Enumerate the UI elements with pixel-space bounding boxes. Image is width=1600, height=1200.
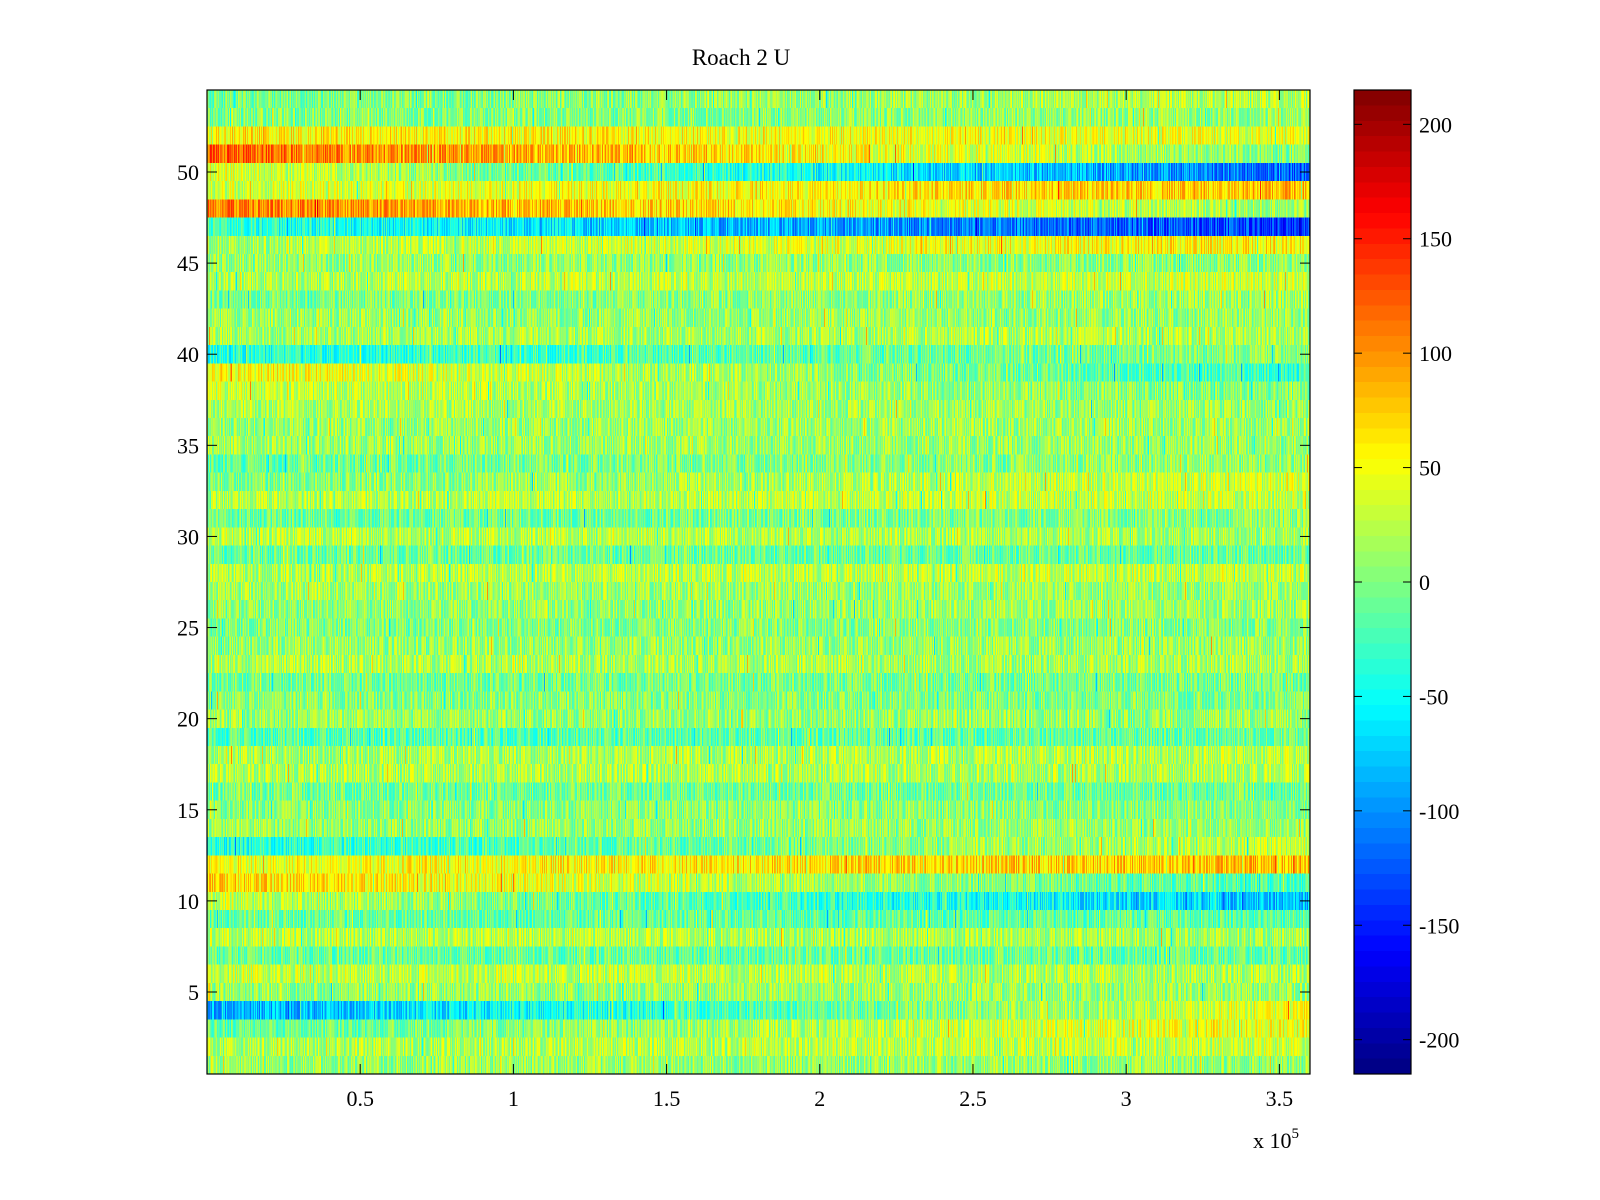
- y-tick-label: 15: [177, 798, 199, 823]
- x-tick-label: 2: [814, 1086, 825, 1111]
- y-tick-label: 50: [177, 160, 199, 185]
- x-axis-multiplier: x 105: [1253, 1126, 1299, 1153]
- x-tick-label: 3.5: [1266, 1086, 1294, 1111]
- y-axis: 5 10 15 20 25 30 35 40 45 50: [177, 160, 1310, 1005]
- x-tick-label: 1: [508, 1086, 519, 1111]
- y-tick-label: 35: [177, 433, 199, 458]
- y-tick-label: 5: [188, 980, 199, 1005]
- x-tick-label: 0.5: [346, 1086, 374, 1111]
- colorbar: -200 -150 -100 -50 0 50 100 150 200: [1353, 89, 1459, 1075]
- colorbar-tick-label: -150: [1419, 913, 1459, 938]
- colorbar-tick-label: -100: [1419, 799, 1459, 824]
- colorbar-tick-label: 200: [1419, 112, 1452, 137]
- colorbar-tick-label: 50: [1419, 456, 1441, 481]
- colorbar-tick-label: -200: [1419, 1028, 1459, 1053]
- x-tick-label: 3: [1121, 1086, 1132, 1111]
- y-tick-label: 45: [177, 251, 199, 276]
- colorbar-tick-label: 100: [1419, 341, 1452, 366]
- x-axis: 0.5 1 1.5 2 2.5 3 3.5: [346, 90, 1293, 1111]
- heatmap-plot-area: 0.5 1 1.5 2 2.5 3 3.5 5 10 15 20 25 30 35 40 45 50: [177, 89, 1311, 1111]
- plot-frame: [206, 89, 1311, 1075]
- colorbar-tick-label: 150: [1419, 227, 1452, 252]
- x-axis-multiplier-base: x 10: [1253, 1128, 1292, 1153]
- colorbar-ticks: -200 -150 -100 -50 0 50 100 150 200: [1354, 112, 1459, 1053]
- colorbar-tick-label: -50: [1419, 684, 1448, 709]
- y-tick-label: 10: [177, 889, 199, 914]
- y-tick-label: 40: [177, 342, 199, 367]
- colorbar-gradient: [1354, 90, 1411, 1074]
- x-tick-label: 1.5: [653, 1086, 681, 1111]
- y-tick-label: 30: [177, 524, 199, 549]
- chart-title: Roach 2 U: [692, 45, 791, 70]
- y-tick-label: 25: [177, 616, 199, 641]
- x-tick-label: 2.5: [959, 1086, 987, 1111]
- y-tick-label: 20: [177, 707, 199, 732]
- x-axis-multiplier-exponent: 5: [1292, 1126, 1300, 1142]
- heatmap-cells: [207, 90, 1310, 1074]
- colorbar-tick-label: 0: [1419, 570, 1430, 595]
